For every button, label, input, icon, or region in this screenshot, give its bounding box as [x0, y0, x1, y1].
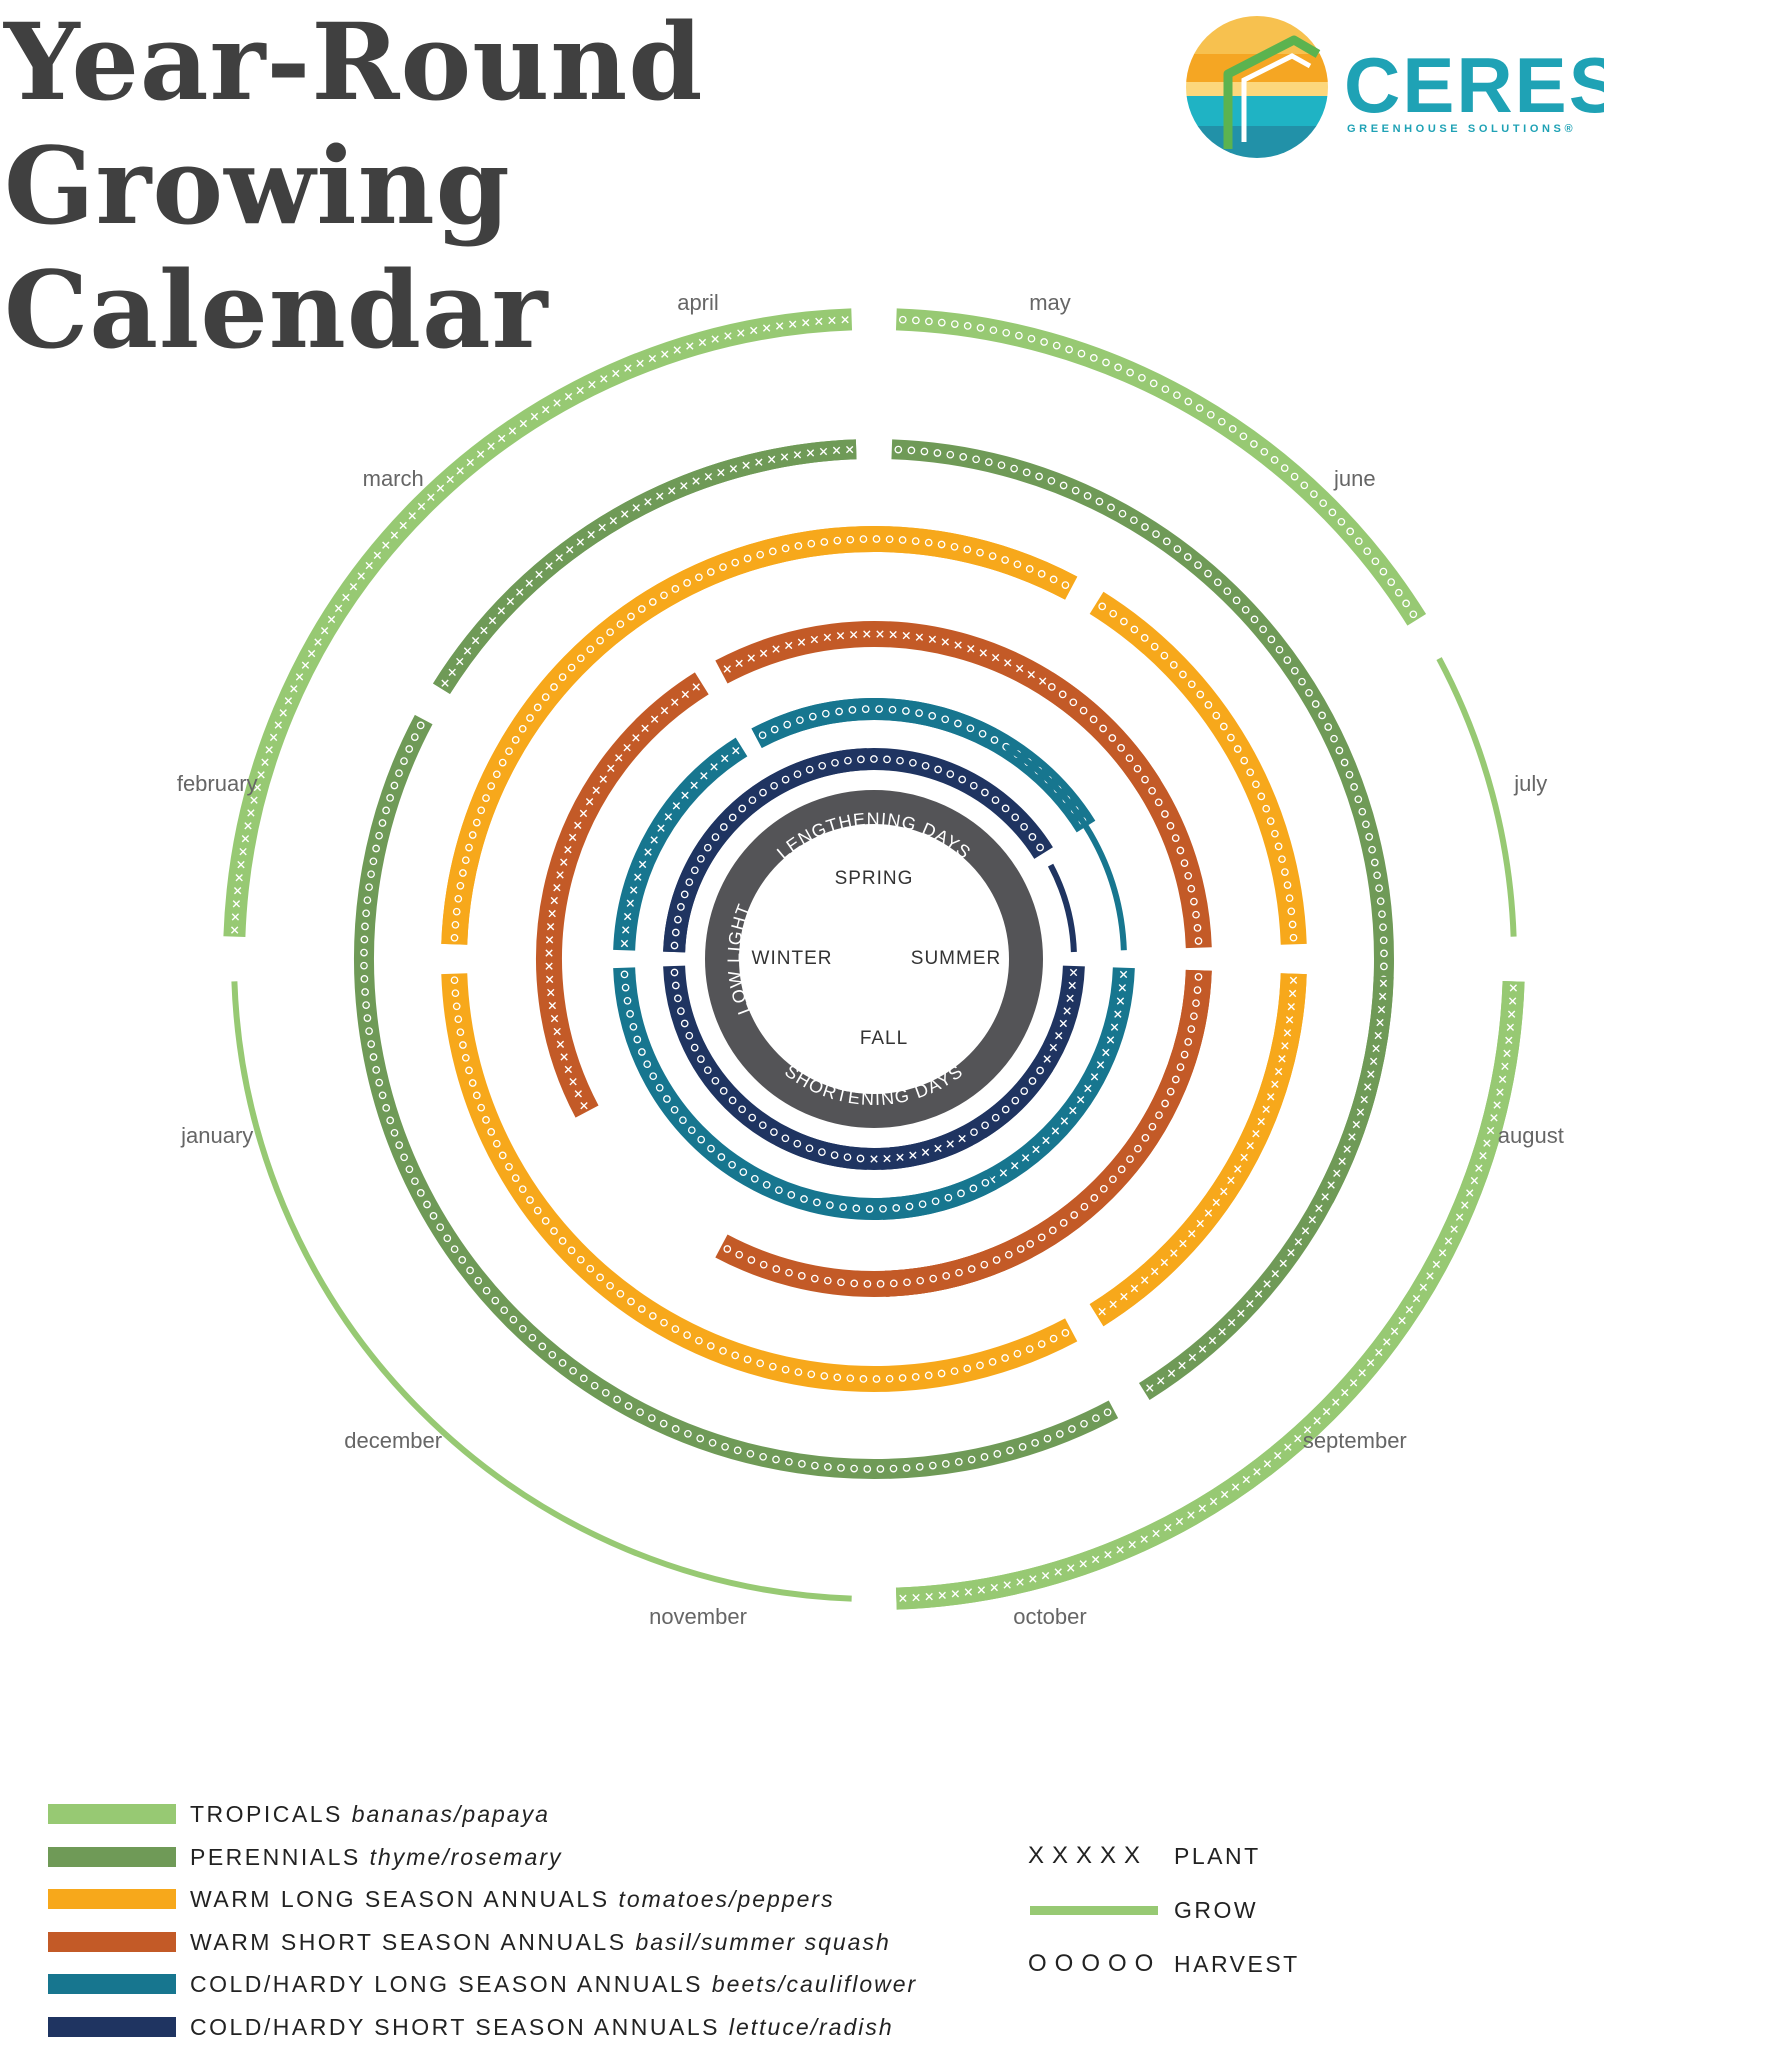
- segment-harvest: [354, 714, 1119, 1479]
- harvest-marks: [670, 968, 865, 1163]
- harvest-marks: [1098, 602, 1298, 942]
- harvest-marks: [898, 315, 1418, 619]
- ring-perennials: [354, 439, 1394, 1479]
- legend-crop-examples: bananas/papaya: [351, 1801, 550, 1827]
- season-fall: FALL: [860, 1028, 908, 1049]
- segment-harvest: [441, 526, 1078, 945]
- ring-tropicals: [223, 308, 1525, 1610]
- season-spring: SPRING: [835, 868, 914, 889]
- segment-grow: [231, 981, 852, 1602]
- logo-name: CERES: [1344, 41, 1604, 129]
- legend-crop-examples: tomatoes/peppers: [618, 1886, 835, 1912]
- season-winter: WINTER: [752, 948, 833, 969]
- harvest-marks: [450, 976, 1070, 1383]
- legend-swatch: [48, 1974, 176, 1994]
- ring-warm-long-season-annuals: [441, 526, 1307, 1392]
- page-title: Year-Round Growing Calendar: [4, 0, 703, 372]
- month-label-may: may: [1029, 290, 1071, 315]
- month-label-september: september: [1303, 1428, 1407, 1453]
- plant-label: PLANT: [1174, 1843, 1261, 1869]
- segment-grow: [1047, 863, 1077, 953]
- crop-rings: [223, 308, 1525, 1610]
- legend-label: COLD/HARDY SHORT SEASON ANNUALS lettuce/…: [190, 2009, 894, 2045]
- phase-key: XXXXX PLANT GROW OOOOO HARVEST: [1028, 1838, 1428, 1998]
- month-label-january: january: [180, 1123, 253, 1148]
- month-label-june: june: [1333, 466, 1376, 491]
- segment-grow: [1436, 657, 1517, 937]
- plant-marks: [1098, 976, 1298, 1316]
- legend-label: WARM LONG SEASON ANNUALS tomatoes/pepper…: [190, 1881, 835, 1917]
- legend-label: TROPICALS bananas/papaya: [190, 1796, 550, 1832]
- legend-label: PERENNIALS thyme/rosemary: [190, 1839, 562, 1875]
- logo-tagline: GREENHOUSE SOLUTIONS®: [1347, 123, 1576, 135]
- grow-label: GROW: [1174, 1897, 1259, 1923]
- legend-crop-examples: lettuce/radish: [728, 2013, 894, 2040]
- legend-swatch: [48, 2016, 176, 2037]
- plant-marks: [545, 683, 700, 1110]
- key-harvest: OOOOO HARVEST: [1028, 1946, 1428, 1982]
- legend-crop-name: TROPICALS: [190, 1801, 343, 1827]
- title-line-3: Calendar: [4, 247, 549, 372]
- month-label-march: march: [363, 466, 424, 491]
- harvest-marks: [723, 1245, 1025, 1288]
- legend-crop-examples: beets/cauliflower: [711, 1971, 918, 1997]
- harvest-label: HARVEST: [1174, 1951, 1300, 1977]
- harvest-marks: [670, 755, 1044, 950]
- month-label-april: april: [677, 290, 719, 315]
- harvest-marks: [360, 721, 1112, 1473]
- plant-marks: [230, 315, 849, 934]
- title-line-2: Growing: [4, 123, 511, 248]
- key-grow: GROW: [1028, 1892, 1428, 1928]
- plant-marks: [620, 746, 740, 948]
- legend-crop-name: COLD/HARDY LONG SEASON ANNUALS: [190, 1971, 703, 1997]
- legend-label: COLD/HARDY LONG SEASON ANNUALS beets/cau…: [190, 1966, 917, 2002]
- segment-harvest: [895, 308, 1427, 626]
- legend-swatch: [48, 1931, 176, 1952]
- plant-marks: [1146, 979, 1388, 1392]
- segment-harvest: [884, 969, 1212, 1297]
- ring-warm-short-season-annuals: [536, 621, 1212, 1297]
- segment-grow: [1004, 744, 1127, 951]
- ring-cold-hardy-long-season-annuals: [613, 698, 1135, 1220]
- segment-harvest: [613, 967, 997, 1220]
- legend-swatch: [48, 1889, 176, 1909]
- month-label-december: december: [344, 1428, 442, 1453]
- ceres-logo: CERES GREENHOUSE SOLUTIONS®: [1186, 16, 1604, 158]
- segment-harvest: [441, 973, 1078, 1392]
- harvest-symbol: OOOOO: [1028, 1950, 1162, 1977]
- legend-swatch: [48, 1804, 176, 1824]
- logo-greenhouse-icon: [1223, 35, 1321, 149]
- month-label-october: october: [1013, 1604, 1086, 1629]
- month-label-february: february: [177, 771, 258, 796]
- growing-wheel: LENGTHENING DAYS LONGEST DAYS SHORTENING…: [177, 290, 1564, 1629]
- harvest-marks: [450, 535, 1070, 942]
- legend-swatch: [48, 1846, 176, 1867]
- ring-cold-hardy-short-season-annuals: [663, 748, 1085, 1170]
- harvest-marks: [1047, 683, 1203, 945]
- key-plant: XXXXX PLANT: [1028, 1838, 1428, 1874]
- segment-harvest: [663, 748, 1053, 953]
- month-labels: january february march april may june july augu…: [177, 290, 1564, 1629]
- month-label-july: july: [1513, 771, 1547, 796]
- harvest-marks: [620, 970, 990, 1213]
- segment-harvest: [1089, 591, 1307, 945]
- season-center: LENGTHENING DAYS LONGEST DAYS SHORTENING…: [705, 790, 1043, 1128]
- grow-line-icon: [1030, 1906, 1158, 1915]
- legend-crop-name: WARM SHORT SEASON ANNUALS: [190, 1928, 627, 1955]
- season-summer: SUMMER: [911, 948, 1001, 969]
- season-ring: [705, 790, 1043, 1128]
- legend-label: WARM SHORT SEASON ANNUALS basil/summer s…: [190, 1924, 891, 1960]
- plant-symbol: XXXXX: [1028, 1842, 1149, 1869]
- title-line-1: Year-Round: [4, 0, 704, 124]
- legend-crop-examples: basil/summer squash: [635, 1928, 891, 1955]
- legend-crop-name: PERENNIALS: [190, 1843, 361, 1870]
- month-label-august: august: [1498, 1123, 1564, 1148]
- legend-crop-name: COLD/HARDY SHORT SEASON ANNUALS: [190, 2013, 720, 2040]
- plant-marks: [441, 445, 854, 687]
- month-label-november: november: [649, 1604, 747, 1629]
- plant-marks: [899, 984, 1518, 1603]
- legend-crop-name: WARM LONG SEASON ANNUALS: [190, 1886, 610, 1912]
- legend-crop-examples: thyme/rosemary: [369, 1843, 563, 1870]
